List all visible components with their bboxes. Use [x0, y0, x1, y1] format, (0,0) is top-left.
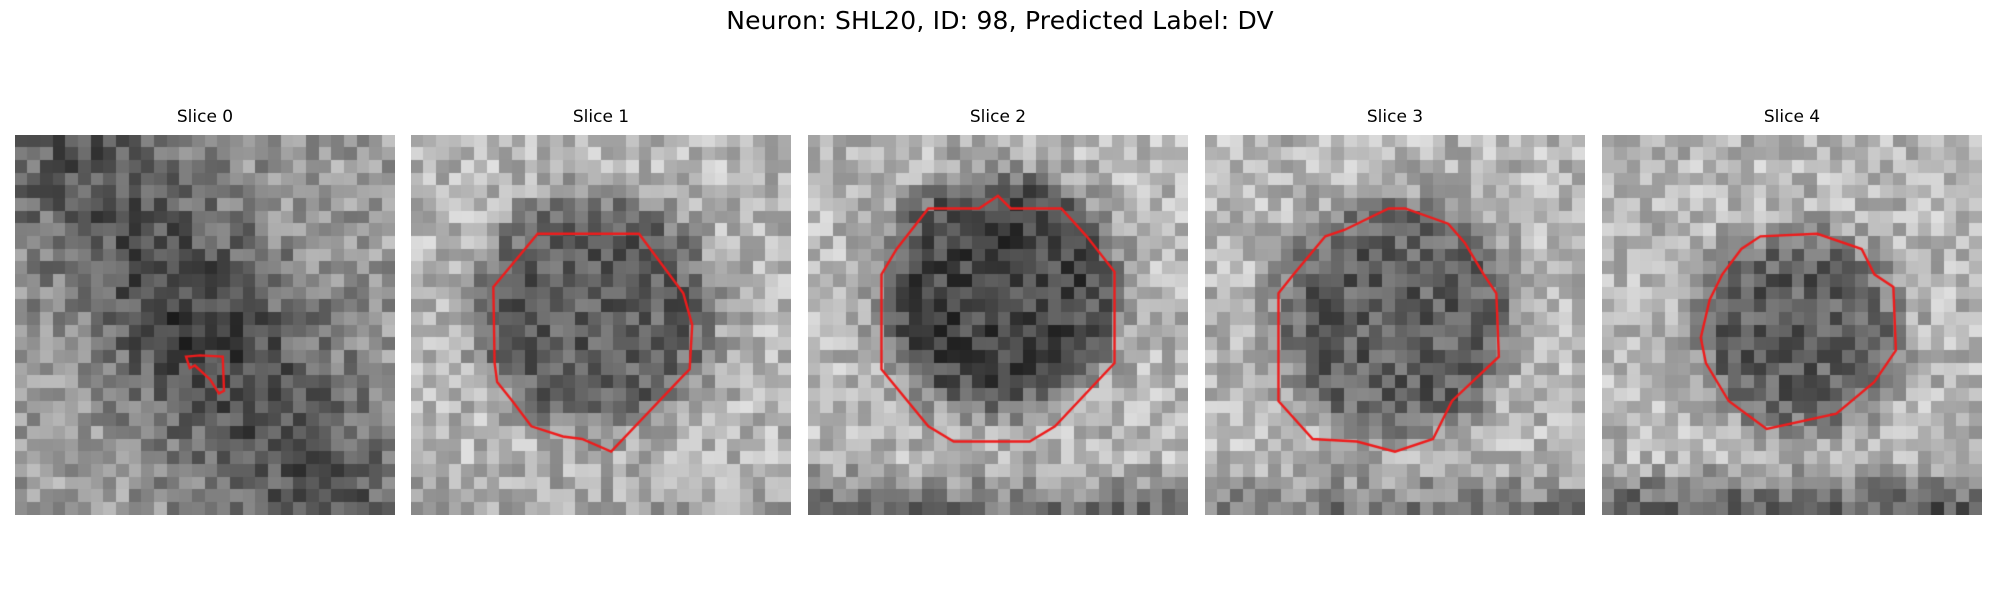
slice-image-0	[15, 135, 395, 515]
slice-panel-1: Slice 1	[411, 104, 791, 515]
slice-image-1	[411, 135, 791, 515]
slice-title-0: Slice 0	[176, 107, 234, 127]
slice-canvas-2	[808, 135, 1188, 515]
slice-image-4	[1602, 135, 1982, 515]
slice-image-3	[1205, 135, 1585, 515]
slice-panel-4: Slice 4	[1602, 104, 1982, 515]
slice-canvas-1	[411, 135, 791, 515]
slice-image-2	[808, 135, 1188, 515]
slice-title-2: Slice 2	[969, 107, 1027, 127]
slice-canvas-0	[15, 135, 395, 515]
slice-title-1: Slice 1	[572, 107, 630, 127]
slice-panel-0: Slice 0	[15, 104, 395, 515]
slice-canvas-4	[1602, 135, 1982, 515]
slice-title-4: Slice 4	[1763, 107, 1821, 127]
slice-title-3: Slice 3	[1366, 107, 1424, 127]
slice-panel-3: Slice 3	[1205, 104, 1585, 515]
slice-canvas-3	[1205, 135, 1585, 515]
slice-panel-2: Slice 2	[808, 104, 1188, 515]
figure-title: Neuron: SHL20, ID: 98, Predicted Label: …	[726, 6, 1274, 35]
